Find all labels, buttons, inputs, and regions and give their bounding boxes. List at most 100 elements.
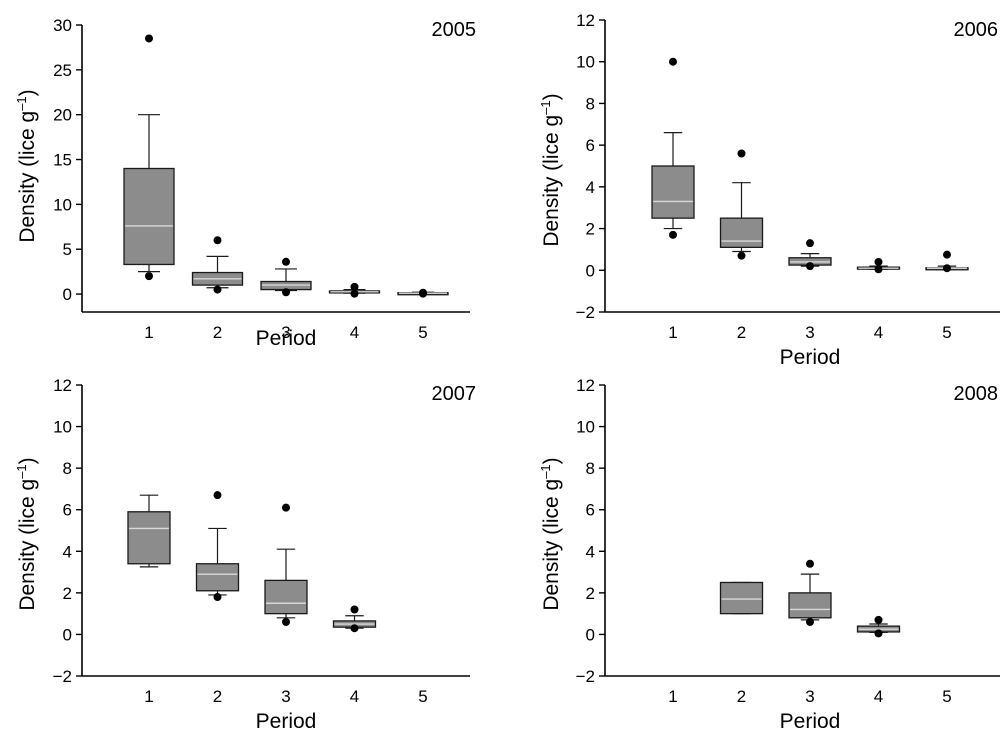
- y-tick-label: 8: [586, 94, 595, 113]
- x-tick-label: 4: [350, 323, 359, 342]
- plot-area: 0 5 10 15 20 25 30 1 2 3 4 5: [53, 16, 470, 342]
- y-tick-label: 0: [63, 285, 72, 304]
- y-tick-label: 4: [586, 178, 595, 197]
- y-axis-title: Density (lice g–1): [14, 89, 39, 242]
- iqr-box: [788, 592, 832, 619]
- y-tick-label: 10: [53, 195, 72, 214]
- y-axis-title-sup: –1: [14, 96, 29, 110]
- outlier-point: [669, 57, 677, 66]
- box-4: [856, 615, 901, 638]
- box-2: [191, 236, 244, 294]
- outlier-point: [874, 615, 883, 624]
- panel-title: 2006: [954, 19, 999, 41]
- y-axis-title-sup: –1: [538, 100, 553, 114]
- chart-panel-2008: 2008 Period Density (lice g–1) −2 0 2 4 6 8 10…: [538, 376, 1000, 733]
- y-tick-label: 5: [63, 240, 72, 259]
- box-4: [856, 257, 901, 274]
- x-tick-label: 3: [281, 323, 290, 342]
- y-tick-label: 30: [53, 16, 72, 35]
- iqr-box: [195, 563, 240, 592]
- x-tick-label: 1: [668, 687, 677, 706]
- y-tick-label: 6: [63, 501, 72, 520]
- box-4: [332, 605, 377, 633]
- y-tick-label: 12: [576, 376, 595, 395]
- box-5: [925, 250, 969, 273]
- outlier-point: [419, 289, 427, 298]
- outlier-point: [350, 624, 359, 633]
- y-axis-title-sup: –1: [538, 464, 553, 478]
- y-tick-label: 10: [576, 53, 595, 72]
- x-tick-label: 1: [144, 323, 153, 342]
- panel-title: 2007: [432, 383, 477, 405]
- y-tick-label: 0: [586, 625, 595, 644]
- chart-panel-2005: 20 0 5 Period Density (lice g–1) 0 5 10 15 20 2…: [14, 16, 476, 350]
- box-3: [788, 239, 832, 271]
- iqr-box: [719, 581, 764, 615]
- outlier-point: [874, 257, 883, 266]
- panel-title: 2008: [954, 383, 999, 405]
- y-axis-title: Density (lice g–1): [538, 93, 563, 246]
- box-2: [195, 491, 240, 602]
- y-axis-title: Density (lice g–1): [538, 457, 563, 610]
- box-3: [264, 503, 308, 626]
- y-tick-label: −2: [53, 667, 72, 686]
- box-2: [719, 149, 764, 260]
- outlier-point: [213, 593, 222, 602]
- y-tick-label: −2: [576, 667, 595, 686]
- outlier-point: [282, 257, 290, 266]
- y-tick-label: 8: [586, 459, 595, 478]
- y-axis-title: Density (lice g–1): [14, 457, 39, 610]
- x-tick-label: 1: [144, 687, 153, 706]
- x-tick-label: 3: [805, 687, 814, 706]
- box-3: [260, 257, 312, 297]
- y-axis-title-close: ): [16, 89, 39, 96]
- y-tick-label: 2: [586, 220, 595, 239]
- iqr-box: [123, 167, 175, 266]
- x-axis-title: Period: [256, 710, 317, 733]
- y-tick-label: 4: [586, 542, 595, 561]
- y-tick-label: 0: [586, 261, 595, 280]
- x-axis-title: Period: [780, 346, 841, 369]
- box-1: [123, 34, 175, 281]
- outlier-point: [350, 605, 359, 614]
- y-tick-label: 25: [53, 61, 72, 80]
- outlier-point: [806, 262, 814, 271]
- x-tick-label: 2: [737, 687, 746, 706]
- x-axis-title: Period: [256, 327, 317, 350]
- y-tick-label: 20: [53, 106, 72, 125]
- iqr-box: [264, 579, 308, 615]
- outlier-point: [806, 559, 814, 568]
- outlier-point: [874, 629, 883, 638]
- box-1: [651, 57, 695, 239]
- outlier-point: [213, 285, 222, 294]
- outlier-point: [669, 230, 677, 239]
- outlier-point: [282, 617, 290, 626]
- iqr-box: [127, 511, 171, 565]
- iqr-box: [719, 217, 764, 248]
- y-tick-label: 2: [63, 584, 72, 603]
- x-tick-label: 5: [942, 687, 951, 706]
- y-tick-label: 15: [53, 151, 72, 170]
- outlier-point: [806, 617, 814, 626]
- x-tick-label: 5: [418, 323, 427, 342]
- y-tick-label: 0: [63, 625, 72, 644]
- x-tick-label: 4: [874, 687, 883, 706]
- iqr-box: [651, 165, 695, 219]
- y-axis-title-close: ): [540, 93, 563, 100]
- x-tick-label: 2: [213, 323, 222, 342]
- outlier-point: [213, 236, 222, 245]
- box-4: [328, 282, 381, 298]
- x-tick-label: 5: [418, 687, 427, 706]
- y-tick-label: 10: [576, 418, 595, 437]
- x-tick-label: 3: [281, 687, 290, 706]
- y-tick-label: 2: [586, 584, 595, 603]
- y-axis-title-main: Density (lice g: [16, 479, 39, 611]
- outlier-point: [282, 288, 290, 297]
- outlier-point: [943, 250, 951, 259]
- y-tick-label: 12: [53, 376, 72, 395]
- outlier-point: [874, 265, 883, 274]
- x-axis-title: Period: [780, 710, 841, 733]
- x-tick-label: 4: [350, 687, 359, 706]
- y-axis-title-close: ): [16, 457, 39, 464]
- outlier-point: [737, 251, 746, 260]
